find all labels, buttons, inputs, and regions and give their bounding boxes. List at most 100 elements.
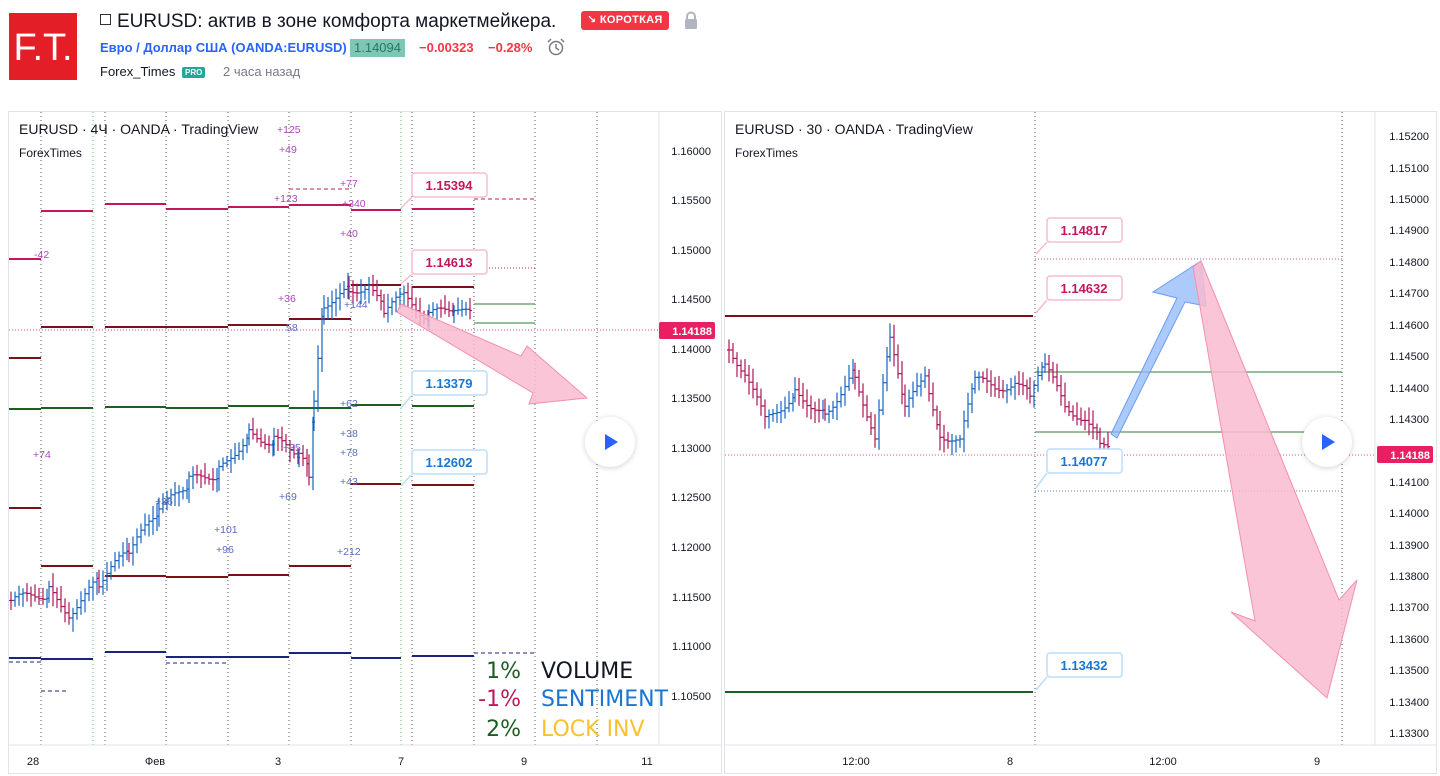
publish-time: 2 часа назад — [223, 64, 301, 79]
price-tick: 1.10500 — [671, 691, 711, 703]
price-tick: 1.13000 — [671, 443, 711, 455]
play-button[interactable] — [585, 417, 635, 467]
volume-value: 1% — [486, 659, 521, 684]
forecast-arrow-down[interactable] — [1192, 260, 1358, 699]
chart-30m-title: EURUSD · 30 · OANDA · TradingView — [735, 121, 973, 137]
price-axis: 1.15200 1.15100 1.15000 1.14900 1.14800 … — [1389, 131, 1429, 740]
price-tick: 1.15100 — [1389, 163, 1429, 175]
annotation: +74 — [33, 449, 51, 461]
lock-inv-value: 2% — [486, 717, 521, 742]
callout-2: 1.14613 — [400, 249, 488, 285]
forextimes-logo[interactable]: F.T. — [9, 13, 77, 80]
chart-4h[interactable]: +125 +49 +77 +123 +340 +40 -42 +36 +144 … — [8, 111, 722, 774]
time-tick: 28 — [27, 756, 39, 768]
time-axis: 28 Фев 3 7 9 11 — [27, 756, 653, 768]
price-tick: 1.13500 — [1389, 665, 1429, 677]
indicator-legend: 1% VOLUME -1% SENTIMENT 2% LOCK INV — [478, 659, 668, 742]
annotation: +38 — [340, 428, 358, 440]
annotation: +62 — [340, 398, 358, 410]
price-tick: 1.13400 — [1389, 697, 1429, 709]
price-tick: 1.16000 — [671, 146, 711, 158]
idea-title: EURUSD: актив в зоне комфорта маркетмейк… — [100, 11, 556, 33]
callout-value: 1.14632 — [1061, 281, 1108, 296]
chart-30m-subtitle: ForexTimes — [735, 146, 798, 160]
forecast-arrow-down[interactable] — [396, 303, 589, 405]
volume-label: VOLUME — [541, 659, 633, 684]
current-price-value: 1.14188 — [672, 326, 712, 338]
price-bars — [9, 272, 472, 632]
price-tick: 1.14700 — [1389, 288, 1429, 300]
annotation: +35 — [283, 442, 301, 454]
annotation: -42 — [34, 249, 49, 261]
logo-text: F.T. — [13, 27, 72, 69]
chart-30m[interactable]: 1.14817 1.14632 1.14077 1.13432 1.15200 … — [724, 111, 1437, 774]
week-lines — [92, 112, 402, 745]
sentiment-value: -1% — [478, 687, 521, 712]
price-tick: 1.13300 — [1389, 728, 1429, 740]
checkbox-icon — [100, 14, 111, 25]
author-name[interactable]: Forex_Times — [100, 64, 176, 79]
price-tick: 1.14400 — [1389, 383, 1429, 395]
annotation: +340 — [342, 198, 366, 210]
callout-value: 1.13432 — [1061, 658, 1108, 673]
annotation: +125 — [277, 124, 301, 136]
short-badge: ↘ КОРОТКАЯ — [581, 11, 669, 30]
session-lines — [40, 112, 598, 745]
sentiment-label: SENTIMENT — [541, 687, 669, 712]
current-price-tag — [1377, 446, 1433, 463]
idea-title-text: EURUSD: актив в зоне комфорта маркетмейк… — [117, 11, 557, 32]
price-tick: 1.14000 — [671, 344, 711, 356]
annotation: +101 — [214, 524, 238, 536]
callout-1: 1.15394 — [400, 172, 488, 209]
callout-value: 1.14613 — [426, 255, 473, 270]
callout-4: 1.12602 — [400, 449, 488, 487]
price-tick: 1.14500 — [671, 294, 711, 306]
price-tick: 1.11500 — [672, 592, 711, 604]
time-tick: Фев — [145, 756, 165, 768]
callout-1: 1.14817 — [1035, 217, 1123, 255]
chart-4h-subtitle: ForexTimes — [19, 146, 82, 160]
last-price: 1.14094 — [350, 39, 405, 57]
annotation: +40 — [340, 228, 358, 240]
time-tick: 9 — [1314, 756, 1320, 768]
level-lines — [9, 188, 535, 692]
price-tick: 1.14000 — [1389, 508, 1429, 520]
annotation: 58 — [286, 322, 298, 334]
price-tick: 1.11000 — [672, 641, 711, 653]
time-tick: 9 — [521, 756, 527, 768]
time-axis: 12:00 8 12:00 9 — [842, 756, 1320, 768]
chart-4h-title: EURUSD · 4Ч · OANDA · TradingView — [19, 121, 259, 137]
current-price-value: 1.14188 — [1390, 450, 1430, 462]
annotation: +212 — [337, 546, 361, 558]
play-button[interactable] — [1302, 417, 1352, 467]
price-change-pct: −0.28% — [488, 40, 533, 55]
price-tick: 1.13500 — [671, 393, 711, 405]
price-tick: 1.13800 — [1389, 571, 1429, 583]
price-tick: 1.15500 — [671, 195, 711, 207]
time-tick: 12:00 — [842, 756, 870, 768]
price-tick: 1.14600 — [1389, 320, 1429, 332]
price-tick: 1.14500 — [1389, 351, 1429, 363]
price-tick: 1.13900 — [1389, 540, 1429, 552]
symbol-link[interactable]: Евро / Доллар США (OANDA:EURUSD) — [100, 40, 347, 55]
alarm-clock-icon[interactable] — [546, 37, 566, 57]
level-annotations: +125 +49 +77 +123 +340 +40 -42 +36 +144 … — [33, 124, 368, 558]
forecast-arrow-up[interactable] — [1110, 260, 1207, 439]
time-tick: 12:00 — [1149, 756, 1177, 768]
callout-4: 1.13432 — [1035, 652, 1123, 691]
chart-4h-canvas[interactable]: +125 +49 +77 +123 +340 +40 -42 +36 +144 … — [9, 112, 721, 773]
annotation: +96 — [216, 544, 234, 556]
annotation: +123 — [274, 193, 298, 205]
lock-inv-label: LOCK INV — [541, 717, 645, 742]
price-change: −0.00323 — [419, 40, 474, 55]
time-tick: 8 — [1007, 756, 1013, 768]
price-tick: 1.12000 — [671, 542, 711, 554]
price-bars — [727, 323, 1110, 460]
annotation: +36 — [155, 496, 173, 508]
callout-value: 1.15394 — [426, 178, 474, 193]
annotation: +144 — [344, 299, 368, 311]
price-tick: 1.13600 — [1389, 634, 1429, 646]
price-tick: 1.14900 — [1389, 225, 1429, 237]
annotation: +36 — [278, 293, 296, 305]
annotation: +77 — [340, 178, 358, 190]
